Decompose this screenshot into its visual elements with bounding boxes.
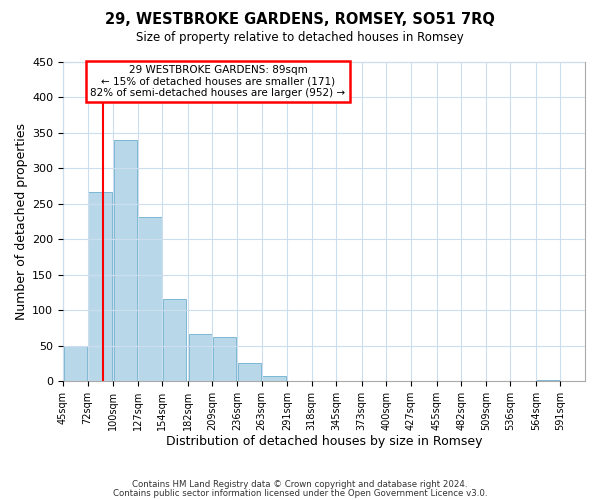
Bar [139, 217, 161, 381]
Bar [114, 140, 137, 381]
Bar [288, 380, 311, 381]
Text: 29, WESTBROKE GARDENS, ROMSEY, SO51 7RQ: 29, WESTBROKE GARDENS, ROMSEY, SO51 7RQ [105, 12, 495, 28]
Y-axis label: Number of detached properties: Number of detached properties [15, 123, 28, 320]
Text: 29 WESTBROKE GARDENS: 89sqm
← 15% of detached houses are smaller (171)
82% of se: 29 WESTBROKE GARDENS: 89sqm ← 15% of det… [91, 65, 346, 98]
Text: Contains public sector information licensed under the Open Government Licence v3: Contains public sector information licen… [113, 490, 487, 498]
Bar [88, 192, 112, 381]
Bar [262, 376, 286, 381]
Text: Size of property relative to detached houses in Romsey: Size of property relative to detached ho… [136, 31, 464, 44]
Bar [362, 380, 386, 381]
Bar [64, 346, 87, 381]
Bar [213, 337, 236, 381]
Text: Contains HM Land Registry data © Crown copyright and database right 2024.: Contains HM Land Registry data © Crown c… [132, 480, 468, 489]
X-axis label: Distribution of detached houses by size in Romsey: Distribution of detached houses by size … [166, 434, 482, 448]
Bar [188, 334, 212, 381]
Bar [163, 299, 186, 381]
Bar [238, 364, 261, 381]
Bar [536, 380, 560, 381]
